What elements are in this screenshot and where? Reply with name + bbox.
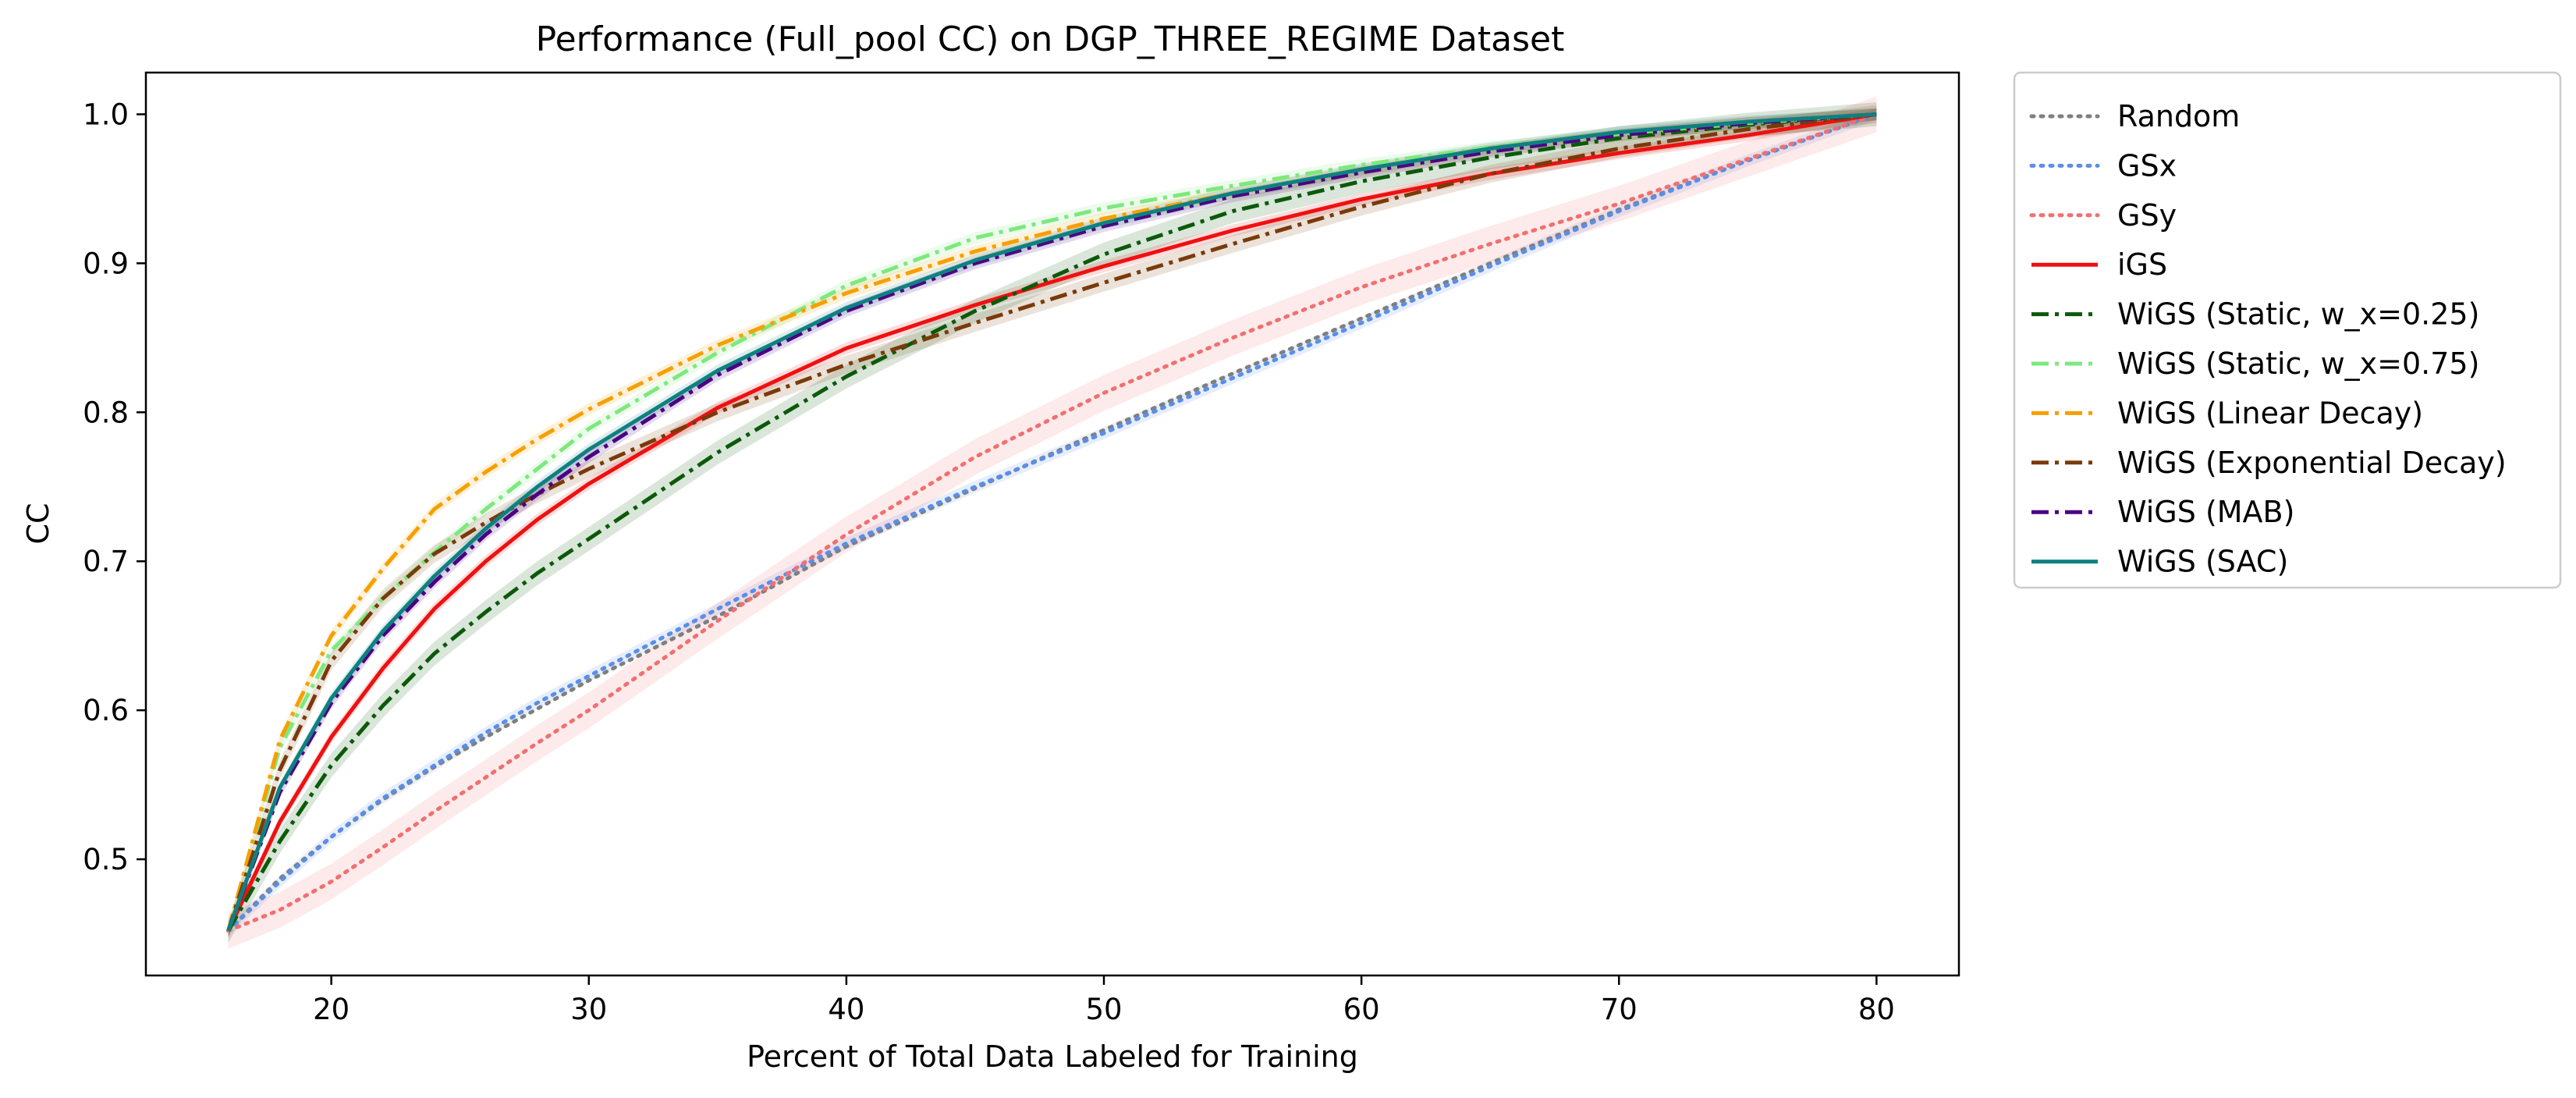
series-lines xyxy=(226,112,1879,933)
y-tick-label: 0.7 xyxy=(83,545,129,578)
y-tick-label: 0.5 xyxy=(83,843,129,876)
legend-label-random: Random xyxy=(2117,99,2240,133)
legend-label-igs: iGS xyxy=(2117,247,2167,282)
x-axis-label: Percent of Total Data Labeled for Traini… xyxy=(747,1039,1358,1074)
series-line-wigs-sac xyxy=(226,112,1877,932)
y-axis-ticks: 0.5 0.6 0.7 0.8 0.9 1.0 xyxy=(83,98,146,876)
series-line-wigs-exponential-decay xyxy=(226,112,1877,932)
legend-label-gsx: GSx xyxy=(2117,148,2177,183)
series-line-gsy xyxy=(226,112,1879,933)
legend-label-wigs-static-w-x-0-75: WiGS (Static, w_x=0.75) xyxy=(2117,346,2479,381)
x-tick-label: 60 xyxy=(1343,993,1380,1026)
y-tick-label: 1.0 xyxy=(83,98,129,131)
band-wigs-static-w-x-0-25 xyxy=(228,102,1877,943)
band-gsy xyxy=(228,96,1877,949)
y-tick-label: 0.9 xyxy=(83,247,129,280)
y-tick-label: 0.6 xyxy=(83,694,129,727)
series-line-random xyxy=(226,112,1879,933)
legend-label-wigs-sac: WiGS (SAC) xyxy=(2117,545,2288,579)
y-tick-label: 0.8 xyxy=(83,396,129,429)
x-tick-label: 20 xyxy=(313,993,349,1026)
x-tick-label: 70 xyxy=(1601,993,1637,1026)
series-line-wigs-static-w-x-0-25 xyxy=(226,112,1877,932)
legend-label-wigs-mab: WiGS (MAB) xyxy=(2117,495,2294,529)
legend: Random GSx GSy iGS WiGS (Static, w_x=0.25) Wi… xyxy=(2013,71,2562,589)
confidence-bands xyxy=(228,96,1877,949)
legend-label-wigs-static-w-x-0-25: WiGS (Static, w_x=0.25) xyxy=(2117,297,2479,332)
legend-label-wigs-linear-decay: WiGS (Linear Decay) xyxy=(2117,396,2423,430)
y-axis-label: CC xyxy=(21,503,55,544)
legend-box xyxy=(2013,71,2562,589)
series-line-wigs-mab xyxy=(226,112,1877,932)
x-axis-ticks: 20 30 40 50 60 70 80 xyxy=(313,975,1895,1026)
legend-label-wigs-exponential-decay: WiGS (Exponential Decay) xyxy=(2117,446,2507,480)
plot-area-frame xyxy=(144,71,1960,977)
x-tick-label: 40 xyxy=(828,993,864,1026)
x-tick-label: 50 xyxy=(1085,993,1122,1026)
legend-label-gsy: GSy xyxy=(2117,198,2177,233)
x-tick-label: 30 xyxy=(570,993,607,1026)
x-tick-label: 80 xyxy=(1858,993,1895,1026)
chart-title: Performance (Full_pool CC) on DGP_THREE_… xyxy=(536,20,1565,59)
